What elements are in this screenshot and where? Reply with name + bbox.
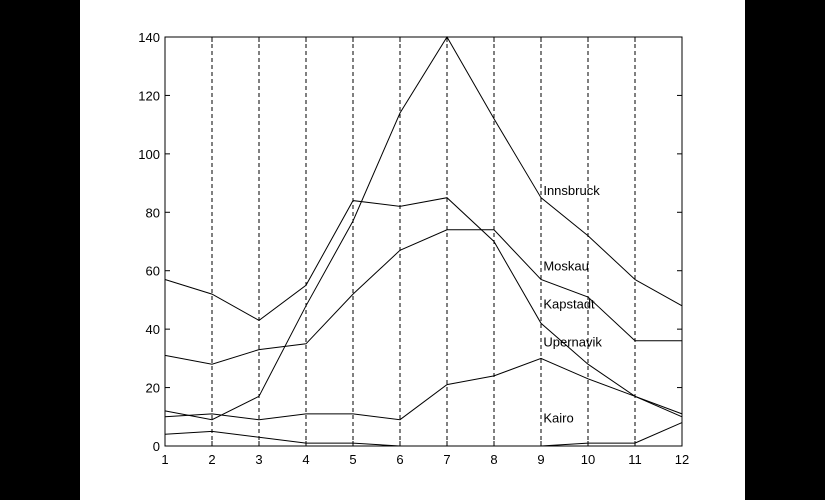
x-tick-label: 10	[581, 452, 595, 467]
x-tick-label: 8	[490, 452, 497, 467]
x-tick-label: 1	[161, 452, 168, 467]
y-tick-label: 60	[146, 264, 160, 279]
x-tick-label: 5	[349, 452, 356, 467]
figure-canvas: 1 2 3 4 5 6 7 8 9 10 11 12 0 20 40 60 80 100 120 140 Innsbr…	[80, 0, 745, 500]
series-line-moskau	[164, 229, 682, 365]
series-line-kairo	[164, 422, 683, 447]
series-label-upernavik: Upernavik	[543, 335, 602, 350]
x-tick-label: 12	[675, 452, 689, 467]
y-tick-label: 20	[146, 381, 160, 396]
x-tick-label: 2	[208, 452, 215, 467]
series-line-innsbruck	[164, 36, 683, 421]
y-tick-label: 40	[146, 322, 160, 337]
y-tick-label: 100	[138, 147, 160, 162]
series-label-innsbruck: Innsbruck	[543, 183, 600, 198]
x-tick-label: 9	[537, 452, 544, 467]
x-tick-label: 3	[255, 452, 262, 467]
x-tick-label: 11	[628, 452, 642, 467]
y-tick-label: 140	[138, 30, 160, 45]
series-line-upernavik	[164, 357, 683, 421]
series-line-kapstadt	[164, 197, 683, 418]
y-tick-label: 80	[146, 205, 160, 220]
series-label-moskau: Moskau	[543, 259, 589, 274]
series-label-kapstadt: Kapstadt	[543, 297, 595, 312]
y-tick-label: 0	[153, 439, 160, 454]
plot-frame	[164, 36, 683, 447]
x-tick-label: 4	[302, 452, 309, 467]
x-tick-label: 6	[396, 452, 403, 467]
x-tick-label: 7	[443, 452, 450, 467]
y-tick-label: 120	[138, 88, 160, 103]
series-label-kairo: Kairo	[543, 411, 573, 426]
